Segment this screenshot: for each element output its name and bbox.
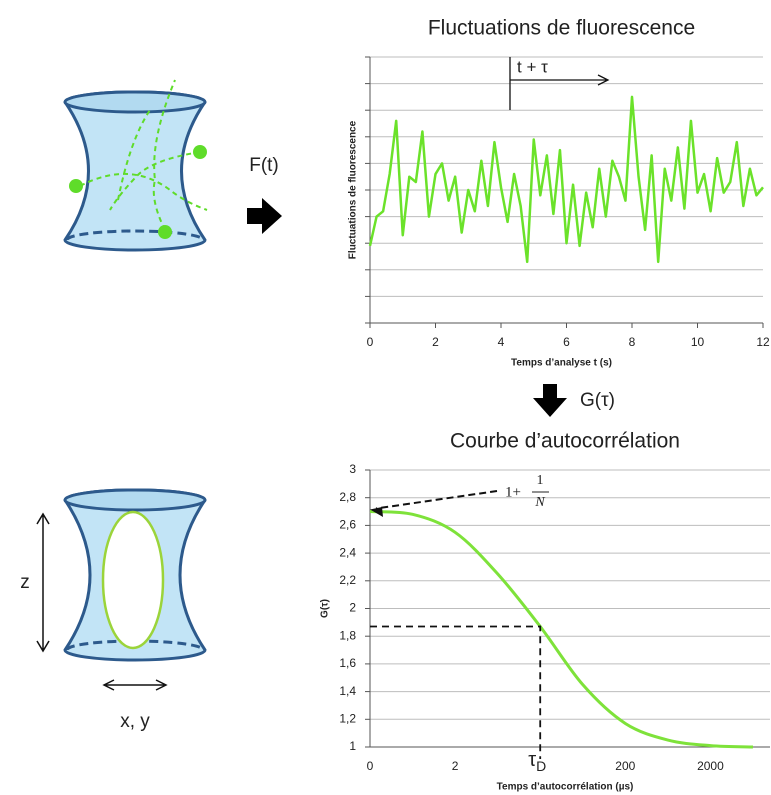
y-tick-label: 1,8	[339, 628, 356, 642]
focal-volume-top	[63, 79, 208, 252]
chart-title: Courbe d’autocorrélation	[450, 430, 680, 453]
x-tick-label: 12	[756, 335, 770, 349]
formula-lead: 1+	[505, 484, 521, 500]
formula-denominator: N	[534, 495, 545, 510]
y-tick-label: 1,4	[339, 684, 356, 698]
formula-arrow	[375, 490, 498, 510]
f-label: F(t)	[249, 155, 279, 176]
x-tick-label: 0	[367, 759, 374, 773]
y-tick-label: 2,8	[339, 490, 356, 504]
x-tick-label: 2	[432, 335, 439, 349]
block-arrow-right	[247, 198, 282, 234]
y-tick-label: 2,2	[339, 573, 356, 587]
g-label: G(τ)	[580, 390, 615, 411]
data-line	[369, 510, 754, 749]
y-axis-label: G(τ)	[320, 599, 331, 618]
y-tick-label: 2	[349, 601, 356, 615]
y-tick-label: 1,2	[339, 711, 356, 725]
z-label: z	[20, 572, 30, 593]
y-tick-label: 1	[349, 739, 356, 753]
annotation: t + τ	[517, 57, 548, 76]
block-arrow-down	[533, 384, 567, 417]
chart-title: Fluctuations de fluorescence	[428, 17, 695, 40]
x-axis-label: Temps d’autocorrélation (µs)	[497, 782, 634, 793]
x-tick-label: 4	[498, 335, 505, 349]
x-tick-label: 200	[615, 759, 635, 773]
xy-label: x, y	[120, 711, 150, 732]
tau-label: τD	[528, 749, 546, 773]
x-tick-label: 0	[367, 335, 374, 349]
tau-guide	[370, 625, 542, 759]
y-tick-label: 2,4	[339, 545, 356, 559]
focal-volume-bottom	[36, 488, 207, 691]
y-axis-label: Fluctuations de fluorescence	[348, 120, 359, 259]
x-tick-label: 2000	[697, 759, 724, 773]
y-tick-label: 2,6	[339, 518, 356, 532]
x-tick-label: 6	[563, 335, 570, 349]
tau-symbol: τ	[528, 749, 536, 771]
x-tick-label: 10	[691, 335, 705, 349]
formula-numerator: 1	[537, 473, 544, 488]
x-axis-label: Temps d’analyse t (s)	[511, 358, 612, 369]
formula-arrowhead	[370, 507, 383, 517]
tau-subscript: D	[536, 758, 546, 774]
y-tick-label: 3	[349, 462, 356, 476]
x-tick-label: 8	[629, 335, 636, 349]
y-tick-label: 1,6	[339, 656, 356, 670]
data-line	[368, 95, 764, 264]
x-tick-label: 2	[452, 759, 459, 773]
annotation-arrow	[509, 57, 610, 110]
